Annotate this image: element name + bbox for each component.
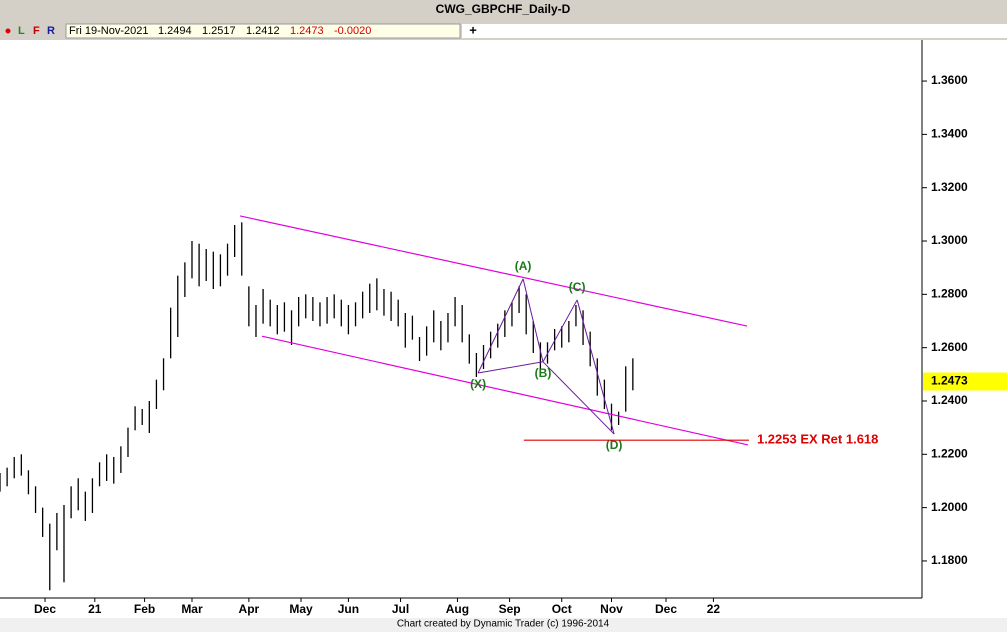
info-low: 1.2412 xyxy=(246,25,280,37)
y-tick-label: 1.1800 xyxy=(931,553,968,567)
y-tick-label: 1.3400 xyxy=(931,127,968,141)
info-blank xyxy=(462,24,1007,38)
channel-line xyxy=(239,215,748,327)
y-tick-label: 1.3000 xyxy=(931,233,968,247)
info-high: 1.2517 xyxy=(202,25,236,37)
x-tick-label: Nov xyxy=(600,602,623,616)
pattern-line xyxy=(477,278,524,374)
channel-line xyxy=(261,335,749,446)
x-tick-label: Jul xyxy=(392,602,409,616)
info-box xyxy=(65,23,461,39)
y-tick-label: 1.2200 xyxy=(931,446,968,460)
y-tick-label: 1.2600 xyxy=(931,340,968,354)
chart-title: CWG_GBPCHF_Daily-D xyxy=(436,2,571,16)
pattern-line xyxy=(542,361,615,435)
add-button[interactable]: + xyxy=(469,22,477,37)
button-l[interactable]: L xyxy=(18,25,25,37)
y-tick-label: 1.3600 xyxy=(931,73,968,87)
pattern-line xyxy=(576,299,615,435)
wave-label: (A) xyxy=(515,259,532,273)
info-date: Fri 19-Nov-2021 xyxy=(69,25,148,37)
wave-label: (X) xyxy=(470,377,486,391)
button-f[interactable]: F xyxy=(33,25,40,37)
x-tick-label: 21 xyxy=(88,602,102,616)
target-label: 1.2253 EX Ret 1.618 xyxy=(757,432,878,447)
x-tick-label: Dec xyxy=(655,602,677,616)
x-tick-label: Apr xyxy=(239,602,260,616)
x-tick-label: Dec xyxy=(34,602,56,616)
x-tick-label: Jun xyxy=(338,602,359,616)
y-tick-label: 1.2800 xyxy=(931,287,968,301)
last-price-label: 1.2473 xyxy=(931,374,968,388)
y-tick-label: 1.2000 xyxy=(931,500,968,514)
wave-label: (B) xyxy=(535,366,552,380)
wave-label: (D) xyxy=(606,438,623,452)
y-tick-label: 1.2400 xyxy=(931,393,968,407)
info-close: 1.2473 xyxy=(290,25,324,37)
y-tick-label: 1.3200 xyxy=(931,180,968,194)
pattern-line xyxy=(477,361,544,374)
wave-label: (C) xyxy=(569,280,586,294)
x-tick-label: May xyxy=(289,602,313,616)
last-price-box xyxy=(923,372,1007,391)
title-bar xyxy=(0,0,1007,20)
x-tick-label: Aug xyxy=(446,602,469,616)
status-dot xyxy=(5,28,11,34)
x-tick-label: 22 xyxy=(707,602,721,616)
info-change: -0.0020 xyxy=(334,25,371,37)
pattern-line xyxy=(542,299,578,363)
x-tick-label: Feb xyxy=(134,602,155,616)
pattern-line xyxy=(522,278,544,362)
footer-bar xyxy=(0,618,1007,632)
x-tick-label: Sep xyxy=(499,602,521,616)
info-open: 1.2494 xyxy=(158,25,192,37)
x-tick-label: Mar xyxy=(181,602,203,616)
footer: Chart created by Dynamic Trader (c) 1996… xyxy=(397,619,610,630)
x-tick-label: Oct xyxy=(552,602,572,616)
button-r[interactable]: R xyxy=(47,25,55,37)
